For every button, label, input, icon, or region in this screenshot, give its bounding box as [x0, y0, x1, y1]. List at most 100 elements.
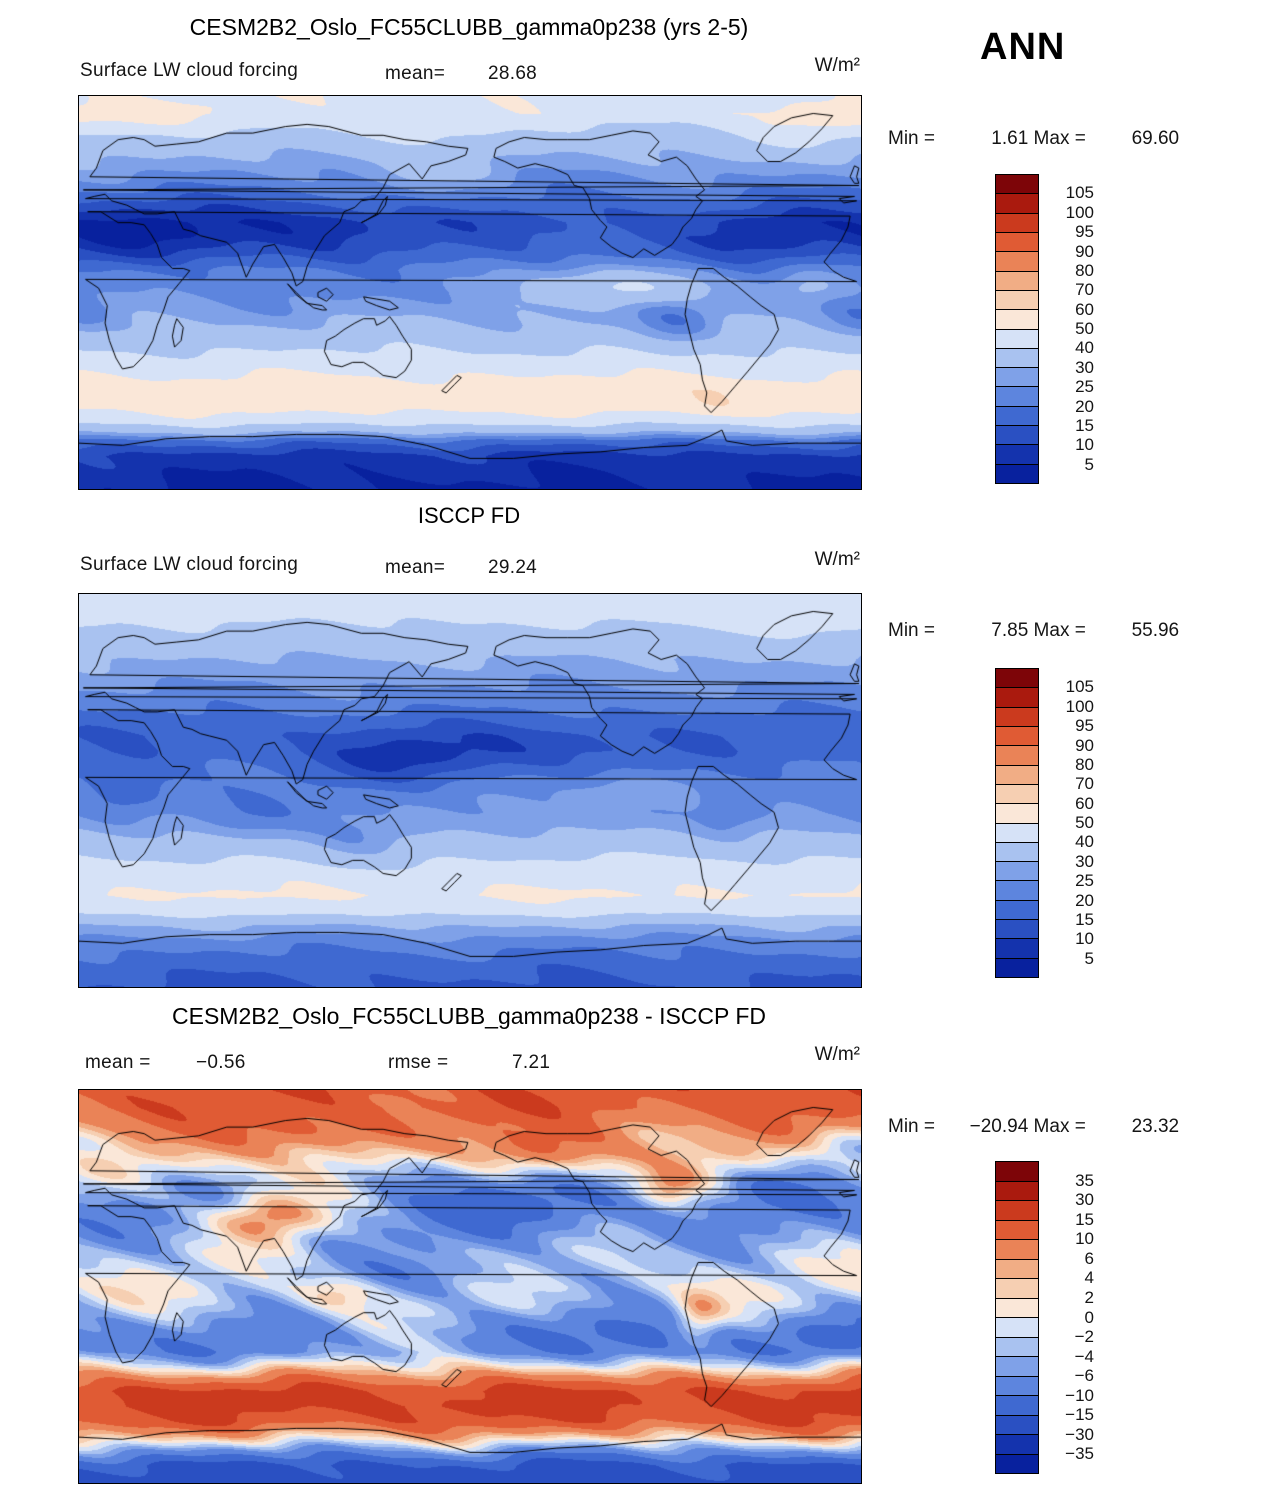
- colorbar-tick-label: 25: [1075, 377, 1094, 397]
- colorbar-tick-label: 90: [1075, 735, 1094, 755]
- colorbar-cell: [996, 444, 1038, 464]
- panel3-units: W/m²: [814, 1044, 860, 1065]
- colorbar-cell: [996, 861, 1038, 881]
- colorbar-tick-label: 50: [1075, 813, 1094, 832]
- colorbar-tick-label: −30: [1065, 1424, 1094, 1444]
- panel2-units: W/m²: [814, 549, 860, 570]
- panel3-rmse-label: rmse =: [388, 1052, 449, 1073]
- obs-map-frame: [78, 593, 862, 988]
- colorbar-tick-label: 30: [1075, 357, 1094, 377]
- colorbar-tick-label: 15: [1075, 1209, 1094, 1229]
- panel2-minmax: Min = 7.85 Max = 55.96: [888, 620, 1179, 642]
- colorbar-cell: [996, 957, 1038, 977]
- colorbar-tick-label: −2: [1074, 1327, 1094, 1347]
- colorbar-tick-label: 50: [1075, 319, 1094, 338]
- colorbar-cell: [996, 783, 1038, 804]
- colorbar-cell: [996, 463, 1038, 483]
- colorbar-cell: [996, 1200, 1038, 1220]
- panel2-min-label: Min =: [888, 620, 941, 641]
- colorbar-tick-label: 95: [1075, 716, 1094, 736]
- panel2-colorbar: [995, 668, 1039, 978]
- colorbar-tick-label: 20: [1075, 396, 1094, 416]
- model-map: [79, 96, 861, 489]
- colorbar-tick-label: 10: [1075, 929, 1094, 949]
- colorbar-cell: [996, 1297, 1038, 1317]
- colorbar-tick-label: 4: [1084, 1268, 1094, 1288]
- colorbar-cell: [996, 1180, 1038, 1200]
- colorbar-tick-label: 70: [1075, 280, 1094, 300]
- panel1-mean-value: 28.68: [488, 63, 538, 84]
- panel1-colorbar-labels: 5 10 15 20 25 30 40 50 60 70 80 90 95 100 105: [1050, 174, 1094, 484]
- colorbar-tick-label: 10: [1075, 1229, 1094, 1249]
- colorbar-cell: [996, 1356, 1038, 1376]
- colorbar-tick-label: 40: [1075, 832, 1094, 852]
- colorbar-cell: [996, 405, 1038, 426]
- colorbar-cell: [996, 764, 1038, 784]
- colorbar-cell: [996, 289, 1038, 310]
- panel2-variable-label: Surface LW cloud forcing: [80, 554, 299, 575]
- panel3-min-label: Min =: [888, 1116, 941, 1137]
- panel3-colorbar: [995, 1161, 1039, 1474]
- panel3-rmse-value: 7.21: [512, 1052, 551, 1073]
- panel1-minmax: Min = 1.61 Max = 69.60: [888, 128, 1179, 150]
- colorbar-tick-label: 60: [1075, 299, 1094, 319]
- colorbar-tick-label: 100: [1065, 696, 1094, 716]
- panel3-mean-label: mean =: [85, 1052, 151, 1073]
- colorbar-tick-label: 80: [1075, 754, 1094, 774]
- colorbar-cell: [996, 193, 1038, 213]
- colorbar-tick-label: 60: [1075, 793, 1094, 813]
- colorbar-tick-label: 25: [1075, 871, 1094, 891]
- colorbar-cell: [996, 822, 1038, 842]
- colorbar-cell: [996, 1375, 1038, 1395]
- colorbar-tick-label: 2: [1084, 1287, 1094, 1307]
- colorbar-cell: [996, 919, 1038, 939]
- colorbar-cell: [996, 386, 1038, 406]
- colorbar-cell: [996, 1162, 1038, 1181]
- model-map-frame: [78, 95, 862, 490]
- colorbar-tick-label: 5: [1084, 454, 1094, 474]
- colorbar-cell: [996, 880, 1038, 900]
- panel1-mean-label: mean=: [385, 63, 446, 84]
- panel1-max-label: Max =: [1028, 128, 1092, 149]
- colorbar-cell: [996, 1278, 1038, 1298]
- colorbar-tick-label: 35: [1075, 1170, 1094, 1190]
- colorbar-cell: [996, 706, 1038, 726]
- panel1-max-value: 69.60: [1131, 128, 1180, 149]
- panel2-max-value: 55.96: [1131, 620, 1180, 641]
- difference-map: [79, 1090, 861, 1483]
- colorbar-cell: [996, 231, 1038, 252]
- colorbar-tick-label: 90: [1075, 241, 1094, 261]
- colorbar-cell: [996, 687, 1038, 707]
- colorbar-tick-label: 105: [1065, 677, 1094, 697]
- colorbar-cell: [996, 1219, 1038, 1239]
- colorbar-tick-label: 5: [1084, 948, 1094, 968]
- colorbar-cell: [996, 1434, 1038, 1454]
- panel1-min-value: 1.61: [991, 128, 1029, 149]
- colorbar-cell: [996, 425, 1038, 445]
- colorbar-tick-label: −4: [1074, 1346, 1094, 1366]
- colorbar-tick-label: 15: [1075, 415, 1094, 435]
- panel3-max-label: Max =: [1028, 1116, 1092, 1137]
- panel1-colorbar: [995, 174, 1039, 484]
- panel3-min-value: −20.94: [969, 1116, 1029, 1137]
- panel2-title: ISCCP FD: [417, 503, 521, 528]
- colorbar-cell: [996, 328, 1038, 348]
- colorbar-cell: [996, 1317, 1038, 1337]
- obs-map: [79, 594, 861, 987]
- colorbar-tick-label: −10: [1065, 1385, 1094, 1405]
- colorbar-tick-label: −6: [1074, 1366, 1094, 1386]
- colorbar-cell: [996, 1453, 1038, 1473]
- panel2-mean-value: 29.24: [488, 557, 538, 578]
- colorbar-tick-label: 15: [1075, 909, 1094, 929]
- panel1-variable-label: Surface LW cloud forcing: [80, 60, 299, 81]
- panel1-units: W/m²: [814, 55, 860, 76]
- panel3-colorbar-labels: −35 −30 −15 −10 −6 −4 −2 0 2 4 6 10 15 30 35: [1050, 1161, 1094, 1474]
- colorbar-cell: [996, 270, 1038, 290]
- colorbar-cell: [996, 841, 1038, 862]
- panel1-min-label: Min =: [888, 128, 941, 149]
- colorbar-cell: [996, 1395, 1038, 1415]
- colorbar-tick-label: 6: [1084, 1248, 1094, 1268]
- panel2-max-label: Max =: [1028, 620, 1092, 641]
- colorbar-tick-label: 0: [1084, 1307, 1094, 1327]
- colorbar-cell: [996, 669, 1038, 688]
